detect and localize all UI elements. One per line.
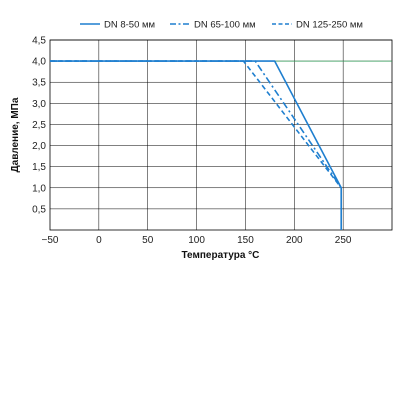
x-axis-title: Температура °С	[181, 250, 259, 261]
y-tick-label: 1,0	[32, 183, 46, 194]
plot-frame	[49, 39, 393, 231]
y-tick-label: 3,5	[32, 78, 46, 89]
y-tick-label: 3,0	[32, 99, 46, 110]
legend-label-1: DN 8-50 мм	[104, 20, 155, 31]
y-tick-label: 0,5	[32, 204, 46, 215]
x-tick-label: 0	[96, 235, 102, 246]
legend-label-2: DN 65-100 мм	[194, 20, 256, 31]
x-tick-label: 150	[237, 235, 254, 246]
y-tick-label: 4,0	[32, 57, 46, 68]
y-tick-label: 4,5	[32, 36, 46, 47]
y-tick-label: 2,5	[32, 120, 46, 131]
series-line-3	[50, 60, 342, 189]
legend: DN 8-50 мм DN 65-100 мм DN 125-250 мм	[80, 20, 363, 31]
y-tick-label: 2,0	[32, 141, 46, 152]
x-tick-label: 200	[286, 235, 303, 246]
series-layer	[50, 60, 343, 230]
x-tick-label: −50	[42, 235, 59, 246]
x-tick-label: 250	[335, 235, 352, 246]
y-axis-title: Давление, МПа	[10, 97, 21, 172]
y-tick-label: 1,5	[32, 162, 46, 173]
x-axis-ticks: −50 0 50 100 150 200 250	[42, 235, 352, 246]
x-tick-label: 100	[188, 235, 205, 246]
series-line-2	[50, 60, 342, 189]
x-tick-label: 50	[142, 235, 154, 246]
legend-label-3: DN 125-250 мм	[296, 20, 363, 31]
y-axis-ticks: 0,5 1,0 1,5 2,0 2,5 3,0 3,5 4,0 4,5	[32, 36, 46, 216]
